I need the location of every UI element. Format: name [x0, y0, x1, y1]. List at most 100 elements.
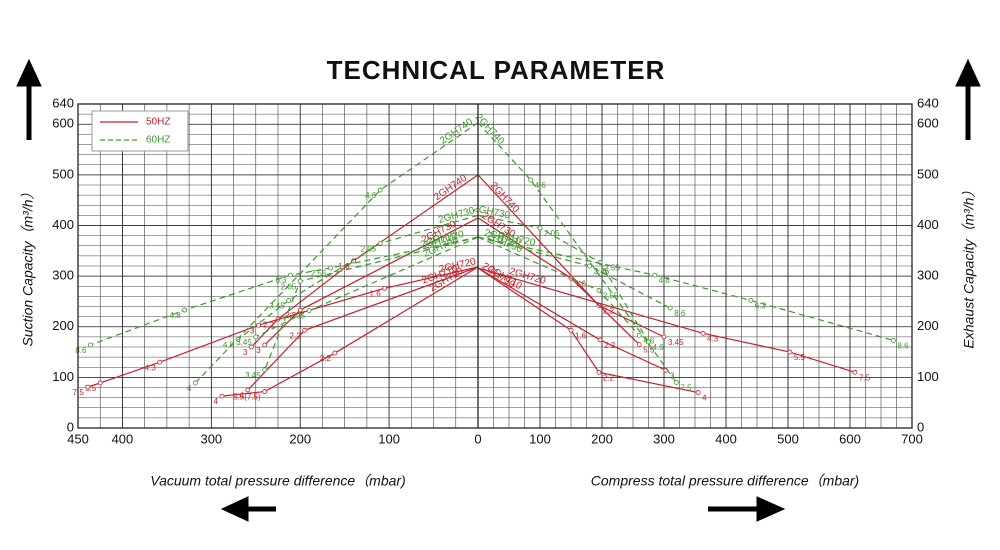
point-label: 2.55: [603, 291, 619, 300]
y-tick-label: 300: [917, 268, 939, 283]
point-label: 2.2: [603, 307, 615, 316]
data-point: [297, 307, 303, 313]
point-label: 4.6: [535, 181, 547, 190]
data-point: [192, 380, 198, 386]
point-label: 2.2: [320, 354, 332, 363]
point-label: 1.6: [370, 289, 382, 298]
y-tick-label: 400: [52, 217, 74, 232]
point-label: 4.6: [653, 343, 665, 352]
data-point: [587, 263, 592, 269]
point-label: 3: [670, 371, 675, 380]
data-point: [253, 334, 259, 340]
x-tick-label: 450: [67, 431, 89, 446]
data-point: [88, 342, 93, 348]
up-arrow-head: [16, 58, 42, 87]
x-axis-label: Vacuum total pressure difference（mbar): [150, 473, 405, 489]
point-label: 3.45: [668, 338, 684, 347]
point-label: 1.6: [575, 331, 587, 340]
data-point: [646, 339, 651, 345]
point-label: 4: [214, 397, 219, 406]
up-arrow-head: [955, 58, 981, 87]
left-arrow-head: [220, 496, 249, 522]
point-label: 3.45: [269, 302, 285, 311]
point-label: 4.8: [170, 311, 182, 320]
right-arrow-head: [756, 496, 786, 522]
y-axis-label: Exhaust Capacity（m³/h）: [961, 184, 977, 349]
data-point: [245, 387, 251, 393]
point-label: 7.5: [859, 373, 871, 382]
data-point: [262, 342, 268, 348]
data-point: [286, 298, 292, 303]
point-label: 3.45: [594, 267, 610, 276]
data-point: [891, 338, 896, 343]
data-point: [596, 369, 602, 375]
point-label: 6.3: [755, 302, 767, 311]
legend: 50HZ 60HZ: [91, 110, 189, 152]
x-tick-label: 300: [653, 431, 675, 446]
point-label: 2.05: [544, 229, 560, 238]
x-tick-label: 0: [474, 431, 481, 446]
legend-label: 60HZ: [146, 135, 170, 146]
series-line: [477, 236, 894, 341]
y-tick-label: 600: [917, 116, 939, 131]
data-point: [382, 285, 388, 291]
point-label: 3.45: [236, 338, 252, 347]
data-point: [596, 287, 602, 293]
point-label: 4: [239, 391, 244, 400]
y-tick-label: 500: [52, 166, 74, 181]
y-tick-label: 500: [917, 166, 939, 181]
data-point: [377, 240, 383, 246]
data-point: [288, 272, 293, 278]
data-point: [219, 393, 225, 399]
point-label: 4: [702, 394, 707, 403]
point-label: 5.5: [794, 353, 806, 362]
series-line: [477, 122, 677, 383]
data-point: [667, 305, 673, 311]
x-tick-label: 300: [200, 431, 222, 446]
data-point: [528, 177, 534, 183]
point-label: 5.5(7.5): [233, 393, 261, 402]
x-tick-label: 100: [378, 431, 400, 446]
point-label: 6.3: [275, 276, 287, 285]
point-label: 2.05: [290, 312, 306, 321]
point-label: 3.45: [245, 371, 261, 380]
y-tick-label: 200: [917, 318, 939, 333]
series-line: [477, 267, 699, 394]
data-point: [332, 350, 338, 356]
point-label: 5.5: [643, 346, 655, 355]
point-label: 4: [187, 384, 192, 393]
x-tick-label: 200: [289, 431, 311, 446]
point-label: 1.6: [338, 262, 350, 271]
data-point: [636, 342, 642, 347]
data-point: [377, 187, 383, 193]
data-point: [262, 389, 268, 394]
data-point: [97, 380, 103, 386]
y-tick-label: 100: [917, 369, 939, 384]
x-tick-label: 400: [715, 431, 737, 446]
point-label: 2.05: [361, 244, 377, 253]
y-tick-label: 640: [917, 95, 939, 110]
data-point: [248, 344, 254, 350]
point-label: 4.3: [707, 334, 719, 343]
point-label: 5.5: [85, 384, 97, 393]
point-label: 2.2: [603, 373, 615, 382]
point-label: 1.6: [575, 279, 587, 288]
point-label: 2.2: [263, 320, 275, 329]
data-point: [328, 265, 333, 271]
point-label: 2.55: [604, 264, 620, 273]
data-point: [748, 298, 754, 303]
point-label: 8.6: [674, 309, 686, 318]
data-point: [537, 225, 543, 231]
x-tick-label: 500: [777, 431, 799, 446]
data-point: [182, 307, 188, 313]
series-layer: 1.62.232GH7402.232GH7301.634.35.57.52GH7…: [73, 112, 909, 406]
point-label: 4.3: [145, 363, 157, 372]
point-label: 2.55: [311, 269, 327, 278]
data-point: [852, 369, 858, 375]
y-axis-label: Suction Capacity（m³/h）: [20, 185, 36, 346]
data-point: [787, 349, 793, 355]
point-label: 4.8: [659, 276, 671, 285]
x-tick-label: 700: [901, 431, 923, 446]
x-tick-label: 200: [591, 431, 613, 446]
